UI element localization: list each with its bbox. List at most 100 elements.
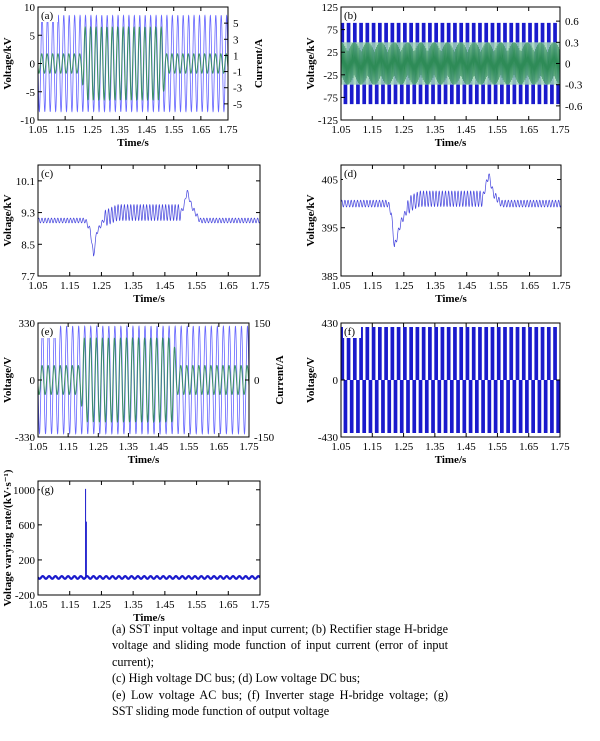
x-axis-label: Time/s [435, 137, 467, 149]
x-tick-label: 1.05 [28, 124, 48, 136]
x-tick-label: 1.55 [489, 280, 509, 292]
y-axis-label: Voltage/V [305, 357, 317, 403]
x-tick-label: 1.75 [250, 280, 270, 292]
y-tick-label: 0 [30, 375, 36, 387]
y-axis-label: Voltage/V [2, 357, 14, 403]
panel-label: (c) [41, 168, 54, 180]
caption-line-3: (e) Low voltage AC bus; (f) Inverter sta… [112, 687, 448, 719]
x-tick-label: 1.45 [457, 441, 477, 453]
y-tick-label: 385 [322, 271, 339, 283]
y-tick-label: 125 [322, 2, 339, 14]
y-tick-label: -5 [26, 87, 36, 99]
y-right-tick-label: 3 [233, 34, 239, 46]
y-right-tick-label: 0.6 [565, 16, 579, 28]
y-right-tick-label: 0 [565, 59, 571, 71]
chart-panel-1: 1.05 1.15 1.25 1.35 1.45 1.55 1.65 1.75 Time/s -1… [2, 2, 265, 149]
y-right-tick-label: 1 [233, 50, 239, 62]
series-current [38, 336, 249, 424]
figure-caption: (a) SST input voltage and input current;… [112, 621, 448, 719]
x-tick-label: 1.65 [219, 280, 239, 292]
x-tick-label: 1.45 [457, 280, 477, 292]
chart-panel-4: 1.05 1.15 1.25 1.35 1.45 1.55 1.65 1.75 Time/s 38… [305, 164, 571, 305]
x-tick-label: 1.75 [218, 124, 238, 136]
x-tick-label: 1.75 [250, 599, 270, 611]
y-axis-label: Voltage/kV [305, 37, 317, 89]
panel-label: (e) [41, 326, 54, 338]
chart-panel-2: 1.05 1.15 1.25 1.35 1.45 1.55 1.65 1.75 Time/s -1… [305, 2, 583, 149]
x-tick-label: 1.55 [488, 441, 508, 453]
panel-label: (b) [344, 10, 357, 22]
x-tick-label: 1.65 [519, 124, 539, 136]
x-tick-label: 1.25 [92, 280, 112, 292]
x-tick-label: 1.25 [394, 441, 414, 453]
y-axis-label: Voltage/kV [305, 194, 317, 246]
x-tick-label: 1.05 [28, 599, 48, 611]
x-tick-label: 1.65 [519, 441, 539, 453]
x-tick-label: 1.55 [187, 280, 207, 292]
y-right-tick-label: -1 [233, 67, 242, 79]
y-right-tick-label: 150 [254, 318, 271, 330]
y-right-tick-label: -0.3 [565, 80, 583, 92]
x-axis-label: Time/s [117, 137, 149, 149]
y-axis-label: Voltage varying rate/(kV·s⁻¹) [2, 469, 14, 606]
plot-area [341, 22, 560, 105]
panel-label: (g) [41, 484, 54, 496]
x-tick-label: 1.05 [331, 280, 351, 292]
x-tick-label: 1.75 [550, 124, 570, 136]
y-tick-label: 9.3 [21, 208, 35, 220]
y-tick-label: 395 [322, 223, 339, 235]
panel-label: (f) [344, 326, 355, 338]
y-right-tick-label: -0.6 [565, 101, 583, 113]
y-tick-label: 200 [19, 555, 36, 567]
plot-frame [37, 164, 261, 277]
y-tick-label: -200 [15, 590, 36, 602]
x-tick-label: 1.05 [331, 124, 351, 136]
plot-area [38, 488, 260, 580]
y-tick-label: 10 [24, 2, 36, 14]
y-right-tick-label: 5 [233, 18, 239, 30]
y-tick-label: 1000 [13, 485, 36, 497]
panel-label-bg [343, 325, 361, 338]
series-1 [38, 190, 260, 257]
x-tick-label: 1.15 [60, 280, 80, 292]
y-right-tick-label: -150 [254, 432, 275, 444]
x-tick-label: 1.15 [59, 441, 79, 453]
x-tick-label: 1.55 [187, 599, 207, 611]
x-tick-label: 1.25 [394, 280, 414, 292]
y-tick-label: -10 [20, 115, 35, 127]
x-tick-label: 1.45 [155, 599, 175, 611]
y-right-tick-label: 0 [254, 375, 260, 387]
plot-area [341, 173, 561, 248]
x-tick-label: 1.25 [83, 124, 103, 136]
x-tick-label: 1.35 [425, 441, 445, 453]
x-tick-label: 1.05 [28, 280, 48, 292]
panel-label-bg [343, 9, 361, 22]
x-tick-label: 1.65 [520, 280, 540, 292]
y-tick-label: 330 [19, 318, 36, 330]
y-tick-label: -125 [318, 115, 339, 127]
y-tick-label: -430 [318, 432, 339, 444]
x-axis-label: Time/s [133, 293, 165, 305]
y-right-tick-label: 0.3 [565, 37, 579, 49]
x-tick-label: 1.75 [551, 280, 571, 292]
x-axis-label: Time/s [435, 293, 467, 305]
y-right-axis-label: Current/A [253, 39, 265, 88]
x-tick-label: 1.15 [363, 124, 383, 136]
y-tick-label: -330 [15, 432, 36, 444]
y-tick-label: 405 [322, 174, 339, 186]
x-tick-label: 1.35 [124, 599, 144, 611]
y-tick-label: 25 [327, 47, 339, 59]
x-tick-label: 1.25 [89, 441, 109, 453]
series-current [38, 26, 228, 101]
y-tick-label: 10.1 [16, 176, 35, 188]
panel-label-bg [40, 325, 58, 338]
y-tick-label: 600 [19, 520, 36, 532]
x-tick-label: 1.65 [209, 441, 229, 453]
chart-panel-7: 1.05 1.15 1.25 1.35 1.45 1.55 1.65 1.75 Time/s -2… [2, 469, 270, 624]
x-tick-label: 1.15 [60, 599, 80, 611]
x-axis-label: Time/s [133, 612, 165, 624]
x-tick-label: 1.05 [28, 441, 48, 453]
panel-label: (d) [344, 168, 357, 180]
x-tick-label: 1.55 [488, 124, 508, 136]
